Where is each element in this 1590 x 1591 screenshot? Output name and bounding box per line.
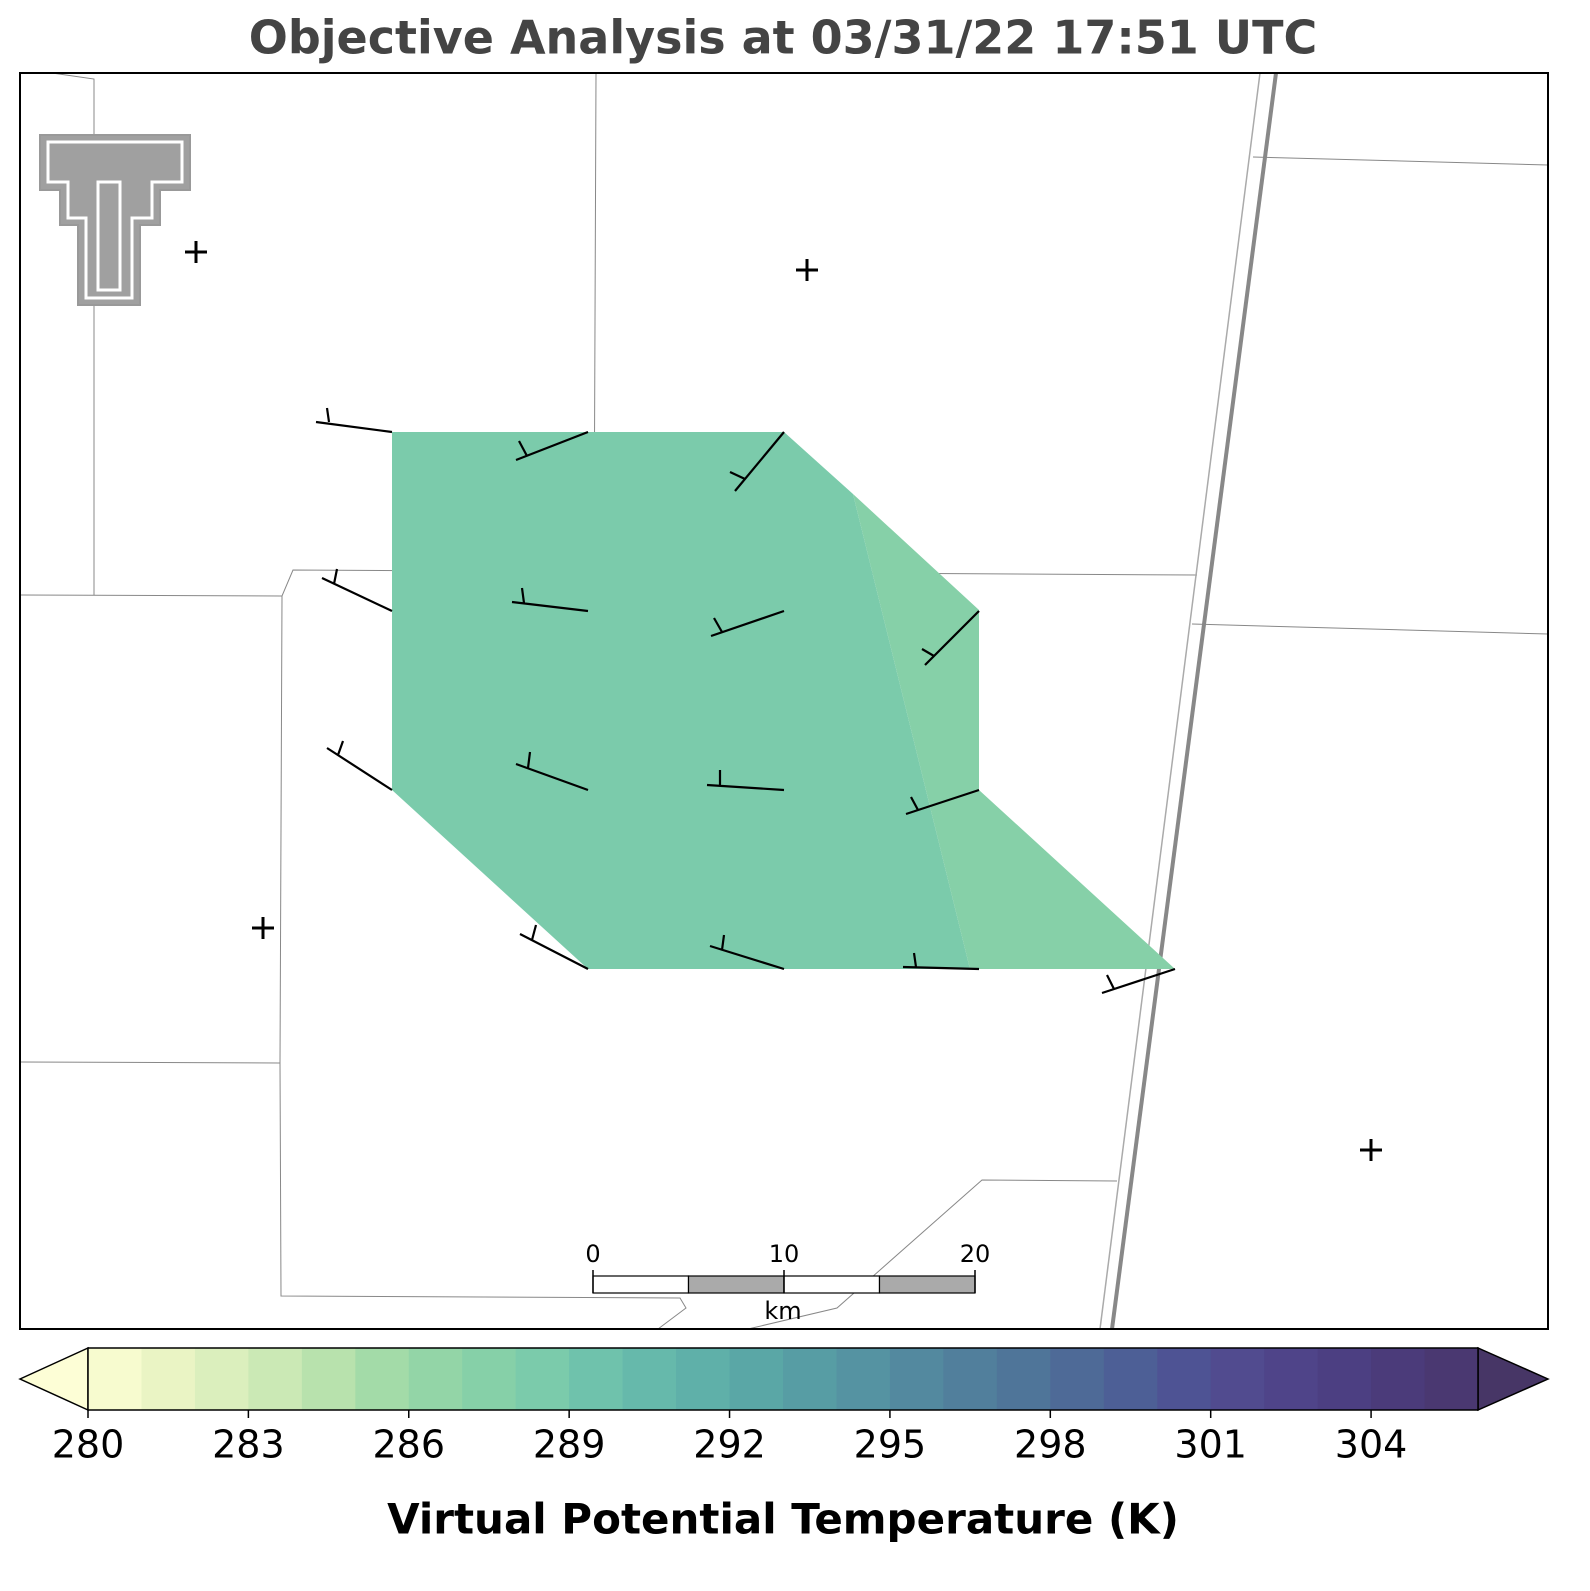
colorbar-bin — [248, 1348, 303, 1410]
station-markers — [185, 241, 1382, 1161]
colorbar-extend-over — [1477, 1346, 1550, 1412]
colorbar-bin — [943, 1348, 998, 1410]
colorbar-bin — [408, 1348, 463, 1410]
road — [1099, 72, 1261, 1330]
colorbar-bin — [1103, 1348, 1158, 1410]
colorbar-bin — [836, 1348, 891, 1410]
scale-tick-label: 10 — [769, 1240, 800, 1268]
scale-segment — [783, 1275, 881, 1294]
analysis-region — [853, 494, 1175, 969]
analysis-region — [392, 432, 970, 969]
colorbar-bin — [622, 1348, 677, 1410]
colorbar-tick-label: 286 — [373, 1423, 446, 1467]
colorbar-frame — [87, 1347, 1479, 1411]
county-lines — [19, 72, 1549, 1330]
colorbar-bin — [889, 1348, 944, 1410]
colorbar-tick-label: 298 — [1014, 1423, 1087, 1467]
colorbar-bin — [996, 1348, 1051, 1410]
colorbar-bin — [1264, 1348, 1319, 1410]
colorbar-bin — [729, 1348, 784, 1410]
colorbar-tick-label: 295 — [854, 1423, 927, 1467]
colorbar-bin — [515, 1348, 570, 1410]
colorbar-tick-label: 280 — [52, 1423, 125, 1467]
map — [19, 72, 1549, 1330]
scale-segment — [687, 1275, 785, 1294]
colorbar-bin — [141, 1348, 196, 1410]
colorbar-extend-under — [18, 1346, 89, 1412]
colorbar-bin — [301, 1348, 356, 1410]
colorbar-bin — [1210, 1348, 1265, 1410]
colorbar-tick-label: 304 — [1335, 1423, 1408, 1467]
wind-barbs — [315, 407, 1176, 995]
map-frame — [19, 72, 1549, 1330]
logo — [39, 134, 191, 306]
colorbar-tick-label: 292 — [693, 1423, 766, 1467]
road — [1110, 72, 1278, 1330]
colorbar-tick-label: 301 — [1174, 1423, 1247, 1467]
scale-bar: km 0 10 20 — [585, 1240, 990, 1325]
colorbar-bin — [88, 1348, 142, 1410]
colorbar-bin — [676, 1348, 731, 1410]
colorbar-tick-label: 283 — [212, 1423, 285, 1467]
scale-tick-label: 20 — [960, 1240, 991, 1268]
colorbar: Virtual Potential Temperature (K) 280 283… — [18, 1346, 1550, 1544]
colorbar-bin — [462, 1348, 517, 1410]
colorbar-bin — [783, 1348, 837, 1410]
scale-unit: km — [764, 1297, 801, 1325]
colorbar-bin — [569, 1348, 624, 1410]
colorbar-tick-label: 289 — [533, 1423, 606, 1467]
scale-segment — [878, 1275, 976, 1294]
colorbar-label: Virtual Potential Temperature (K) — [387, 1495, 1179, 1544]
colorbar-bin — [1317, 1348, 1372, 1410]
title: Objective Analysis at 03/31/22 17:51 UTC — [249, 11, 1318, 65]
colorbar-bin — [194, 1348, 249, 1410]
colorbar-bin — [1050, 1348, 1105, 1410]
scale-tick-label: 0 — [585, 1240, 600, 1268]
scale-segment — [592, 1275, 690, 1294]
colorbar-bin — [355, 1348, 410, 1410]
colorbar-bin — [1371, 1348, 1426, 1410]
colorbar-bin — [1157, 1348, 1212, 1410]
colorbar-bin — [1424, 1348, 1479, 1410]
